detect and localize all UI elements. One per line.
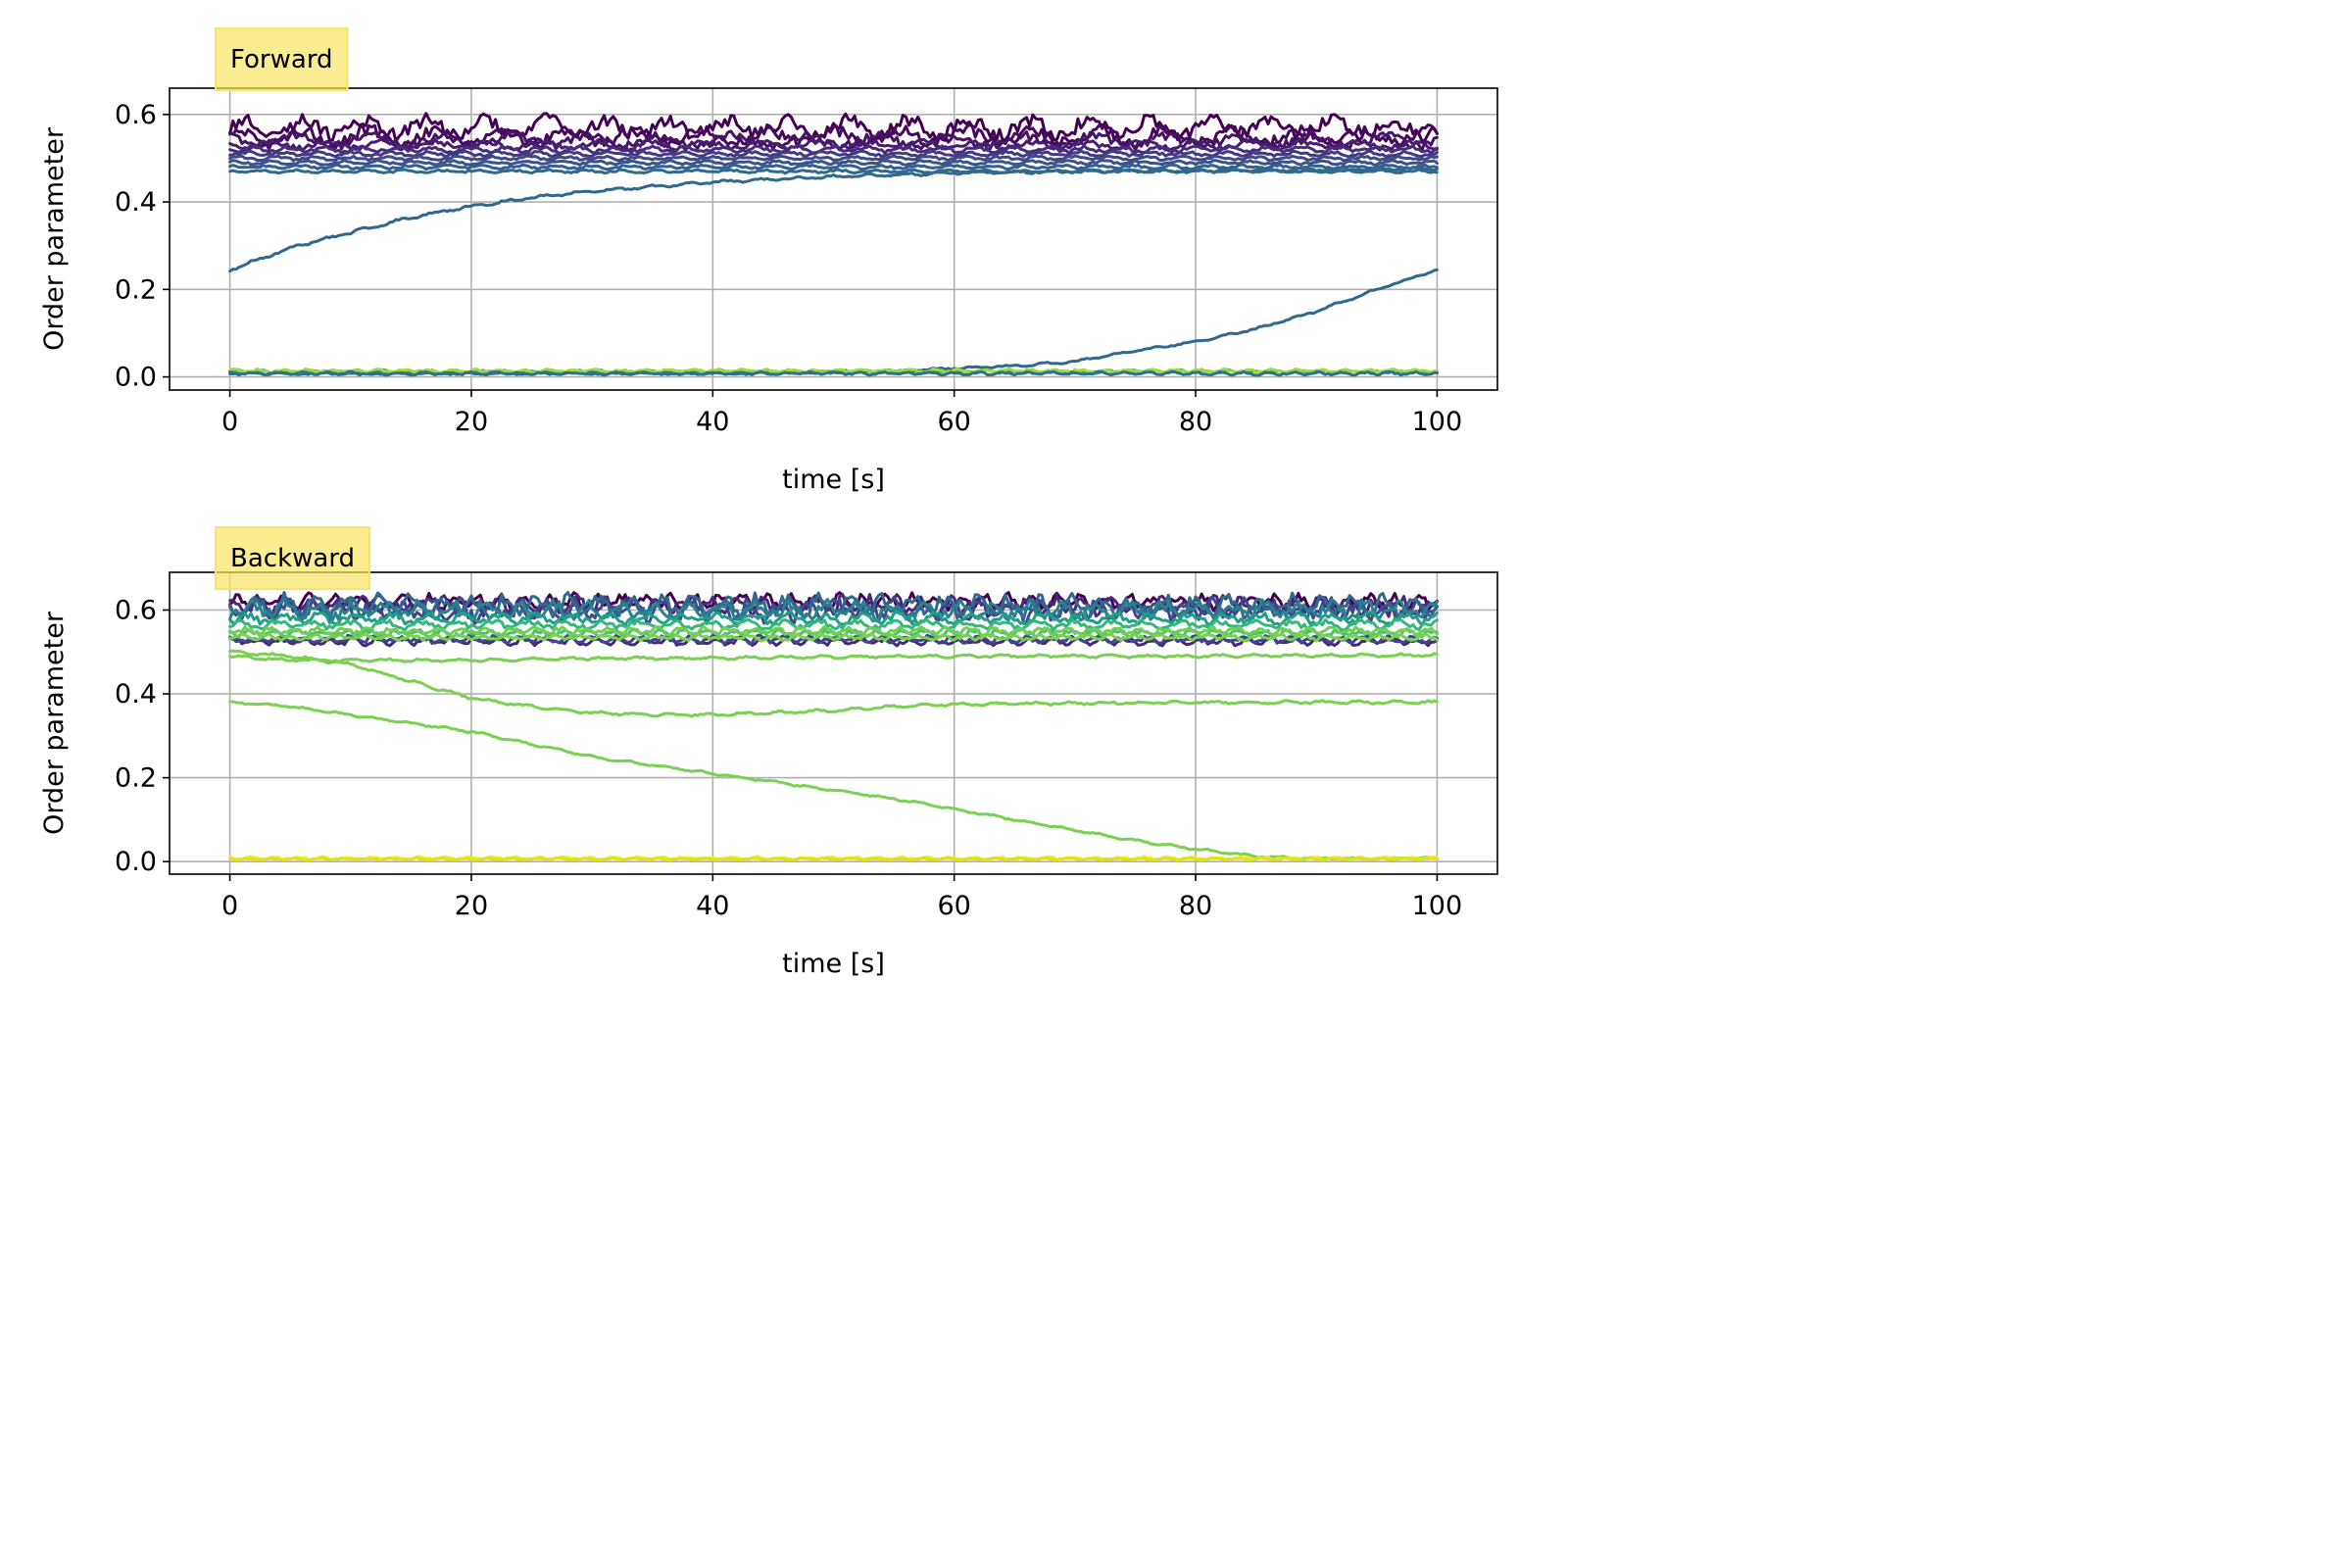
forward-x-tick-label: 40	[696, 407, 729, 437]
forward-y-tick-label: 0.2	[115, 274, 157, 305]
forward-y-tick-label: 0.0	[115, 363, 157, 393]
backward-series-line	[228, 598, 1439, 623]
forward-series-line	[228, 159, 1439, 167]
forward-x-tick-label: 80	[1179, 407, 1212, 437]
backward-ticks: 0 20 40 60 80 100 0.0 0.2 0.4 0.6	[115, 596, 1462, 922]
forward-axes-frame	[169, 87, 1498, 391]
backward-series-line	[228, 649, 1439, 718]
backward-series-line	[228, 595, 1439, 625]
forward-title: Forward	[230, 45, 333, 74]
backward-y-axis-label: Order parameter	[39, 611, 70, 835]
backward-y-tick-label: 0.6	[115, 596, 157, 626]
backward-series-line	[228, 700, 1439, 861]
forward-series-line	[228, 144, 1439, 155]
forward-x-axis-label: time [s]	[782, 465, 885, 495]
backward-panel: 0 20 40 60 80 100 0.0 0.2 0.4 0.6 time [s] Order …	[39, 526, 1498, 979]
figure: 0 20 40 60 80 100 0.0 0.2 0.4 0.6 time [s] Order …	[39, 27, 1498, 979]
forward-panel: 0 20 40 60 80 100 0.0 0.2 0.4 0.6 time [s] Order …	[39, 27, 1498, 495]
backward-series-line	[228, 624, 1439, 637]
forward-series-line	[228, 154, 1439, 163]
backward-series-line	[228, 856, 1439, 862]
forward-y-tick-label: 0.4	[115, 187, 157, 218]
forward-x-tick-label: 0	[221, 407, 238, 437]
backward-x-tick-label: 60	[938, 891, 971, 921]
backward-series	[228, 591, 1439, 862]
backward-axes-frame	[169, 571, 1498, 875]
forward-series-line	[228, 166, 1439, 273]
backward-title: Backward	[230, 544, 355, 573]
backward-series-line	[228, 610, 1439, 627]
forward-ticks: 0 20 40 60 80 100 0.0 0.2 0.4 0.6	[115, 100, 1462, 437]
backward-x-tick-label: 80	[1179, 891, 1212, 921]
backward-y-tick-label: 0.4	[115, 679, 157, 710]
backward-x-axis-label: time [s]	[782, 949, 885, 979]
forward-series-line	[228, 149, 1439, 159]
backward-series-line	[228, 617, 1439, 632]
forward-series-line	[228, 122, 1439, 150]
backward-grid	[170, 572, 1497, 874]
backward-series-line	[228, 632, 1439, 643]
backward-y-tick-label: 0.0	[115, 847, 157, 877]
backward-x-tick-label: 100	[1412, 891, 1463, 921]
forward-title-box	[215, 27, 349, 91]
forward-series-line	[228, 268, 1439, 376]
backward-y-tick-label: 0.2	[115, 763, 157, 794]
forward-series-line	[228, 129, 1439, 152]
forward-x-tick-label: 20	[455, 407, 488, 437]
forward-y-tick-label: 0.6	[115, 100, 157, 130]
backward-title-box	[215, 526, 371, 590]
backward-series-line	[228, 652, 1439, 663]
backward-x-tick-label: 40	[696, 891, 729, 921]
forward-series-line	[228, 163, 1439, 172]
forward-x-tick-label: 60	[938, 407, 971, 437]
backward-x-tick-label: 20	[455, 891, 488, 921]
backward-x-tick-label: 0	[221, 891, 238, 921]
forward-y-axis-label: Order parameter	[39, 126, 70, 351]
forward-series-line	[228, 369, 1439, 377]
forward-series	[228, 112, 1439, 377]
forward-x-tick-label: 100	[1412, 407, 1463, 437]
